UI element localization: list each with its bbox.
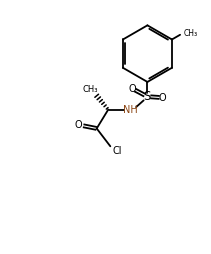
Text: S: S [144, 90, 151, 103]
Text: O: O [74, 120, 82, 130]
Text: Cl: Cl [113, 146, 122, 156]
Text: O: O [159, 93, 166, 103]
Text: NH: NH [123, 105, 138, 115]
Text: CH₃: CH₃ [183, 29, 197, 38]
Text: CH₃: CH₃ [82, 85, 97, 94]
Text: O: O [128, 84, 136, 94]
